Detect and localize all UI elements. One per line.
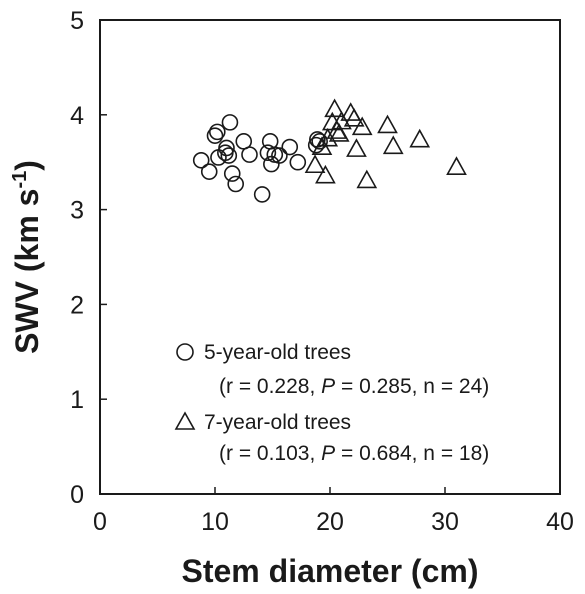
data-point-triangle xyxy=(377,114,398,134)
data-point-triangle xyxy=(324,98,345,118)
x-axis-title: Stem diameter (cm) xyxy=(182,553,479,589)
x-tick-label: 10 xyxy=(201,508,229,536)
data-points xyxy=(192,98,467,203)
data-point-circle xyxy=(241,146,258,163)
y-tick-label: 2 xyxy=(70,291,84,319)
data-point-circle xyxy=(281,138,299,156)
data-point-circle xyxy=(311,133,328,150)
x-tick-label: 0 xyxy=(93,508,107,536)
data-point-circle xyxy=(192,152,210,169)
legend: 5-year-old trees (r = 0.228, P = 0.285, … xyxy=(174,341,489,465)
data-point-triangle xyxy=(409,128,431,148)
y-tick-label: 5 xyxy=(70,7,84,35)
data-point-circle xyxy=(227,175,244,193)
legend-series-2-stats: (r = 0.103, P = 0.684, n = 18) xyxy=(219,442,489,465)
legend-marker-circle xyxy=(176,343,194,361)
legend-marker-triangle xyxy=(174,411,196,430)
legend-series-1-name: 5-year-old trees xyxy=(204,341,351,364)
y-tick-label: 3 xyxy=(70,197,84,225)
data-point-triangle xyxy=(328,123,350,142)
data-point-triangle xyxy=(356,169,378,189)
x-tick-label: 20 xyxy=(316,508,344,536)
data-point-circle xyxy=(200,163,218,180)
y-tick-label: 1 xyxy=(70,386,84,414)
legend-series-2-name: 7-year-old trees xyxy=(204,411,351,434)
x-tick-label: 30 xyxy=(431,508,459,536)
legend-series-1-stats: (r = 0.228, P = 0.285, n = 24) xyxy=(219,375,489,398)
data-point-circle xyxy=(253,186,271,203)
data-point-circle xyxy=(206,127,224,144)
data-point-circle xyxy=(218,139,235,157)
data-point-circle xyxy=(289,153,307,171)
y-tick-label: 0 xyxy=(70,481,84,509)
y-tick-label: 4 xyxy=(70,102,84,130)
axis-ticks: 0 10 20 30 40 0 1 2 3 4 5 xyxy=(70,7,574,536)
data-point-triangle xyxy=(446,156,467,175)
data-point-circle xyxy=(223,165,241,182)
data-point-circle xyxy=(259,144,277,162)
data-point-triangle xyxy=(351,116,373,136)
data-point-circle xyxy=(221,114,239,131)
x-tick-label: 40 xyxy=(546,508,574,536)
data-point-triangle xyxy=(346,138,367,157)
y-axis-title: SWV (km s-1) xyxy=(9,160,45,354)
data-point-circle xyxy=(271,147,288,164)
data-point-triangle xyxy=(304,154,326,174)
data-point-circle xyxy=(209,123,226,141)
data-point-circle xyxy=(220,147,238,164)
data-point-triangle xyxy=(343,107,365,127)
data-point-triangle xyxy=(315,164,336,184)
data-point-triangle xyxy=(311,136,333,156)
data-point-triangle xyxy=(382,135,404,155)
